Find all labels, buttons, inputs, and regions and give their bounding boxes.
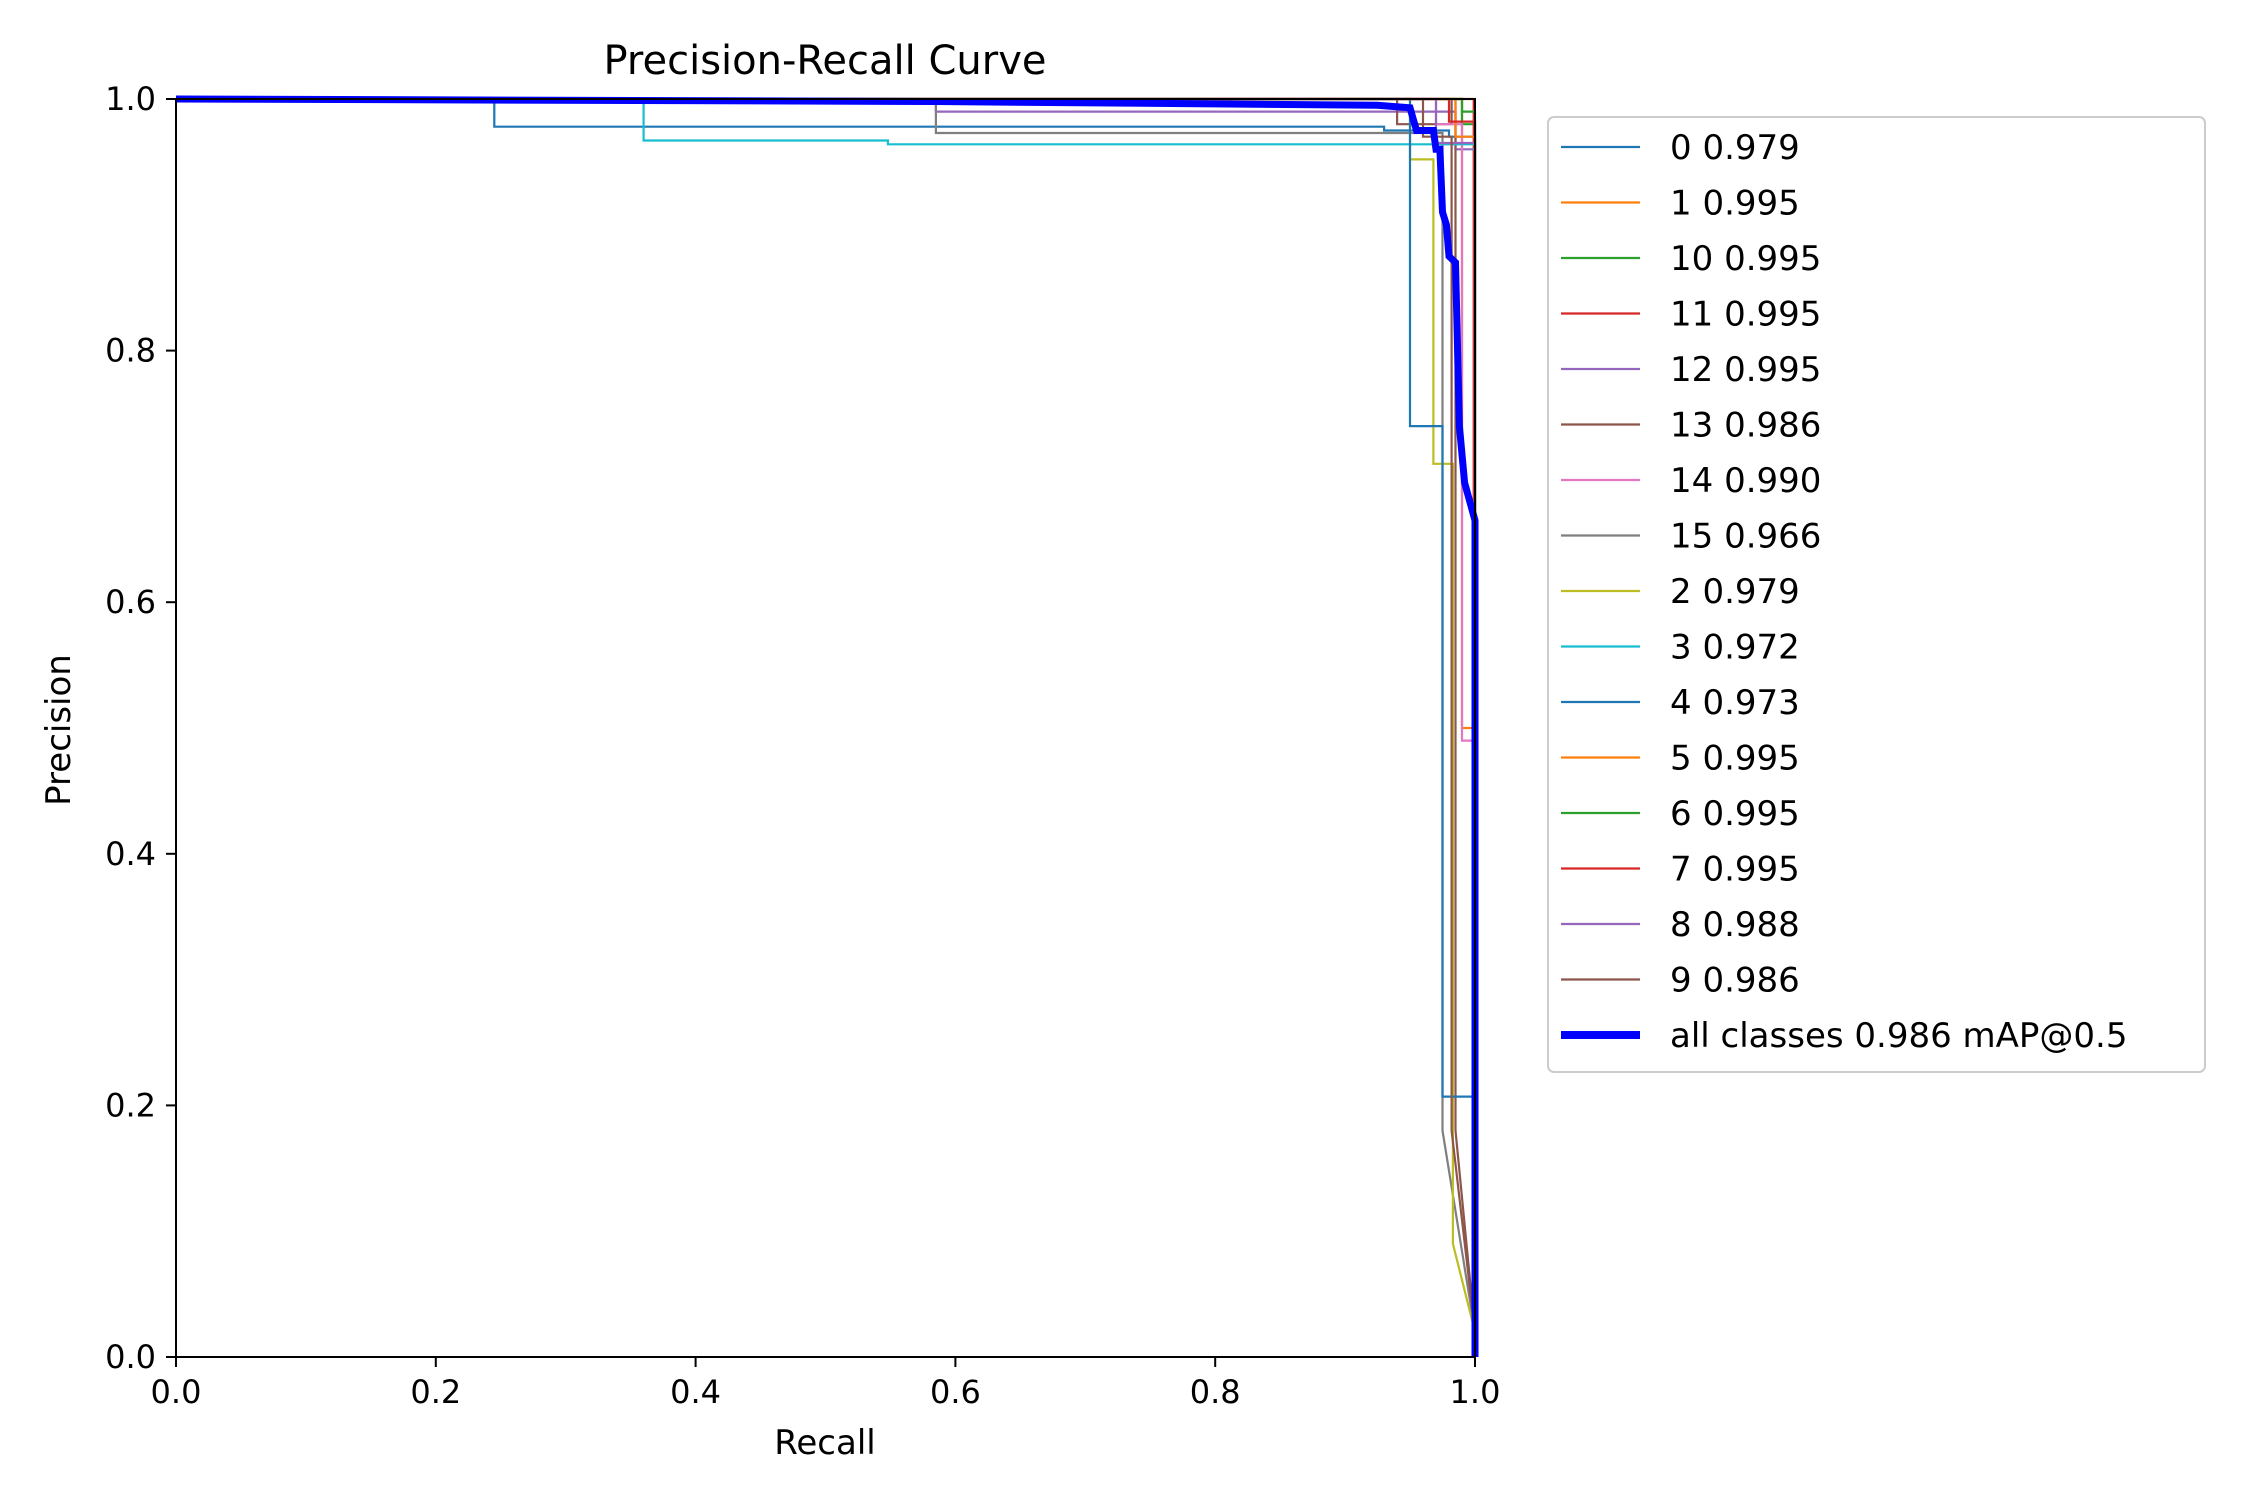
legend-label: 1 0.995: [1670, 184, 1800, 224]
plot-area: [175, 95, 1479, 1358]
legend-label: 11 0.995: [1670, 295, 1821, 335]
legend-item-5: 13 0.986: [1561, 406, 1821, 446]
x-tick-label-0: 0.0: [151, 1373, 202, 1411]
legend-label: 15 0.966: [1670, 517, 1821, 557]
x-axis: 0.0 0.2 0.4 0.6 0.8 1.0: [151, 1357, 1501, 1411]
legend-item-10: 4 0.973: [1561, 683, 1800, 723]
legend-item-7: 15 0.966: [1561, 517, 1821, 557]
plot-frame: [175, 98, 1476, 1358]
y-axis-label: Precision: [39, 654, 79, 806]
y-tick-label-1: 0.2: [105, 1086, 156, 1124]
plot-background: [176, 99, 1475, 1357]
chart-title: Precision-Recall Curve: [604, 38, 1047, 84]
legend-label: 2 0.979: [1670, 572, 1800, 612]
x-tick-label-1: 0.2: [410, 1373, 461, 1411]
legend-item-11: 5 0.995: [1561, 739, 1800, 779]
y-tick-label-3: 0.6: [105, 583, 156, 621]
legend-label: 4 0.973: [1670, 683, 1800, 723]
legend-label: 9 0.986: [1670, 961, 1800, 1001]
y-tick-label-5: 1.0: [105, 80, 156, 118]
y-tick-label-0: 0.0: [105, 1338, 156, 1376]
legend-item-4: 12 0.995: [1561, 350, 1821, 390]
legend-items: 0 0.979 1 0.995 10 0.995 11 0.995 12 0.995 13…: [1561, 128, 2127, 1056]
legend-label: 5 0.995: [1670, 739, 1800, 779]
y-tick-label-4: 0.8: [105, 332, 156, 370]
legend-label: 7 0.995: [1670, 850, 1800, 890]
legend-label: 10 0.995: [1670, 239, 1821, 279]
x-tick-label-3: 0.6: [930, 1373, 981, 1411]
legend-label: 14 0.990: [1670, 461, 1821, 501]
legend-item-0: 0 0.979: [1561, 128, 1800, 168]
legend-item-1: 1 0.995: [1561, 184, 1800, 224]
x-tick-label-4: 0.8: [1190, 1373, 1241, 1411]
legend: 0 0.979 1 0.995 10 0.995 11 0.995 12 0.995 13…: [1547, 116, 2206, 1073]
y-axis: 0.0 0.2 0.4 0.6 0.8 1.0: [105, 80, 176, 1376]
x-axis-label: Recall: [774, 1423, 875, 1463]
series-line-16: [175, 95, 1479, 1357]
legend-item-8: 2 0.979: [1561, 572, 1800, 612]
legend-label: 6 0.995: [1670, 794, 1800, 834]
legend-item-14: 8 0.988: [1561, 905, 1800, 945]
legend-label: 3 0.972: [1670, 628, 1800, 668]
legend-item-9: 3 0.972: [1561, 628, 1800, 668]
x-tick-label-2: 0.4: [670, 1373, 721, 1411]
legend-label: all classes 0.986 mAP@0.5: [1670, 1016, 2127, 1056]
legend-label: 13 0.986: [1670, 406, 1821, 446]
legend-item-2: 10 0.995: [1561, 239, 1821, 279]
legend-item-6: 14 0.990: [1561, 461, 1821, 501]
legend-label: 0 0.979: [1670, 128, 1800, 168]
legend-box: [1547, 116, 2206, 1073]
legend-label: 8 0.988: [1670, 905, 1800, 945]
x-tick-label-5: 1.0: [1450, 1373, 1501, 1411]
legend-item-15: 9 0.986: [1561, 961, 1800, 1001]
legend-item-13: 7 0.995: [1561, 850, 1800, 890]
legend-label: 12 0.995: [1670, 350, 1821, 390]
y-tick-label-2: 0.4: [105, 835, 156, 873]
legend-item-3: 11 0.995: [1561, 295, 1821, 335]
legend-item-12: 6 0.995: [1561, 794, 1800, 834]
legend-item-16: all classes 0.986 mAP@0.5: [1561, 1016, 2127, 1056]
